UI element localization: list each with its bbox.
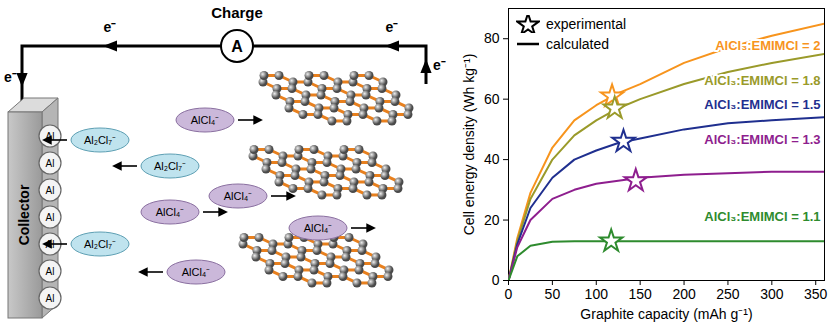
svg-text:AlCl₄⁻: AlCl₄⁻ [191, 114, 220, 126]
svg-text:0: 0 [505, 286, 513, 302]
svg-text:e⁻: e⁻ [433, 57, 446, 73]
svg-text:Al: Al [46, 185, 55, 196]
svg-text:250: 250 [716, 286, 740, 302]
svg-text:Al: Al [46, 158, 55, 169]
svg-text:AlCl₃:EMIMCl = 2: AlCl₃:EMIMCl = 2 [715, 38, 820, 53]
svg-text:Al: Al [45, 239, 55, 250]
svg-text:50: 50 [545, 286, 561, 302]
svg-text:Cell energy density (Wh kg⁻¹): Cell energy density (Wh kg⁻¹) [461, 54, 477, 236]
svg-text:0: 0 [492, 272, 500, 288]
svg-text:Al₂Cl₇⁻: Al₂Cl₇⁻ [154, 160, 186, 172]
svg-text:AlCl₄⁻: AlCl₄⁻ [304, 222, 333, 234]
svg-text:Al: Al [46, 266, 55, 277]
svg-text:AlCl₄⁻: AlCl₄⁻ [156, 206, 185, 218]
svg-text:e⁻: e⁻ [4, 69, 17, 85]
html-text:experimental: experimental [546, 16, 627, 32]
svg-text:Al: Al [45, 131, 55, 142]
svg-text:200: 200 [672, 286, 696, 302]
svg-text:AlCl₄⁻: AlCl₄⁻ [182, 266, 211, 278]
svg-text:AlCl₃:EMIMCl = 1.1: AlCl₃:EMIMCl = 1.1 [704, 209, 820, 224]
svg-text:A: A [231, 38, 243, 55]
svg-text:Al: Al [46, 212, 55, 223]
svg-text:60: 60 [484, 91, 500, 107]
svg-text:80: 80 [484, 30, 500, 46]
svg-text:150: 150 [628, 286, 652, 302]
svg-text:Charge: Charge [211, 4, 263, 21]
svg-text:100: 100 [585, 286, 609, 302]
svg-text:Graphite capacity (mAh g⁻¹): Graphite capacity (mAh g⁻¹) [580, 306, 752, 322]
svg-text:Al: Al [46, 293, 55, 304]
svg-text:AlCl₃:EMIMCl = 1.8: AlCl₃:EMIMCl = 1.8 [704, 73, 820, 88]
svg-text:e⁻: e⁻ [104, 19, 117, 35]
svg-text:Al₂Cl₇⁻: Al₂Cl₇⁻ [84, 134, 116, 146]
svg-text:300: 300 [760, 286, 784, 302]
svg-text:AlCl₃:EMIMCl = 1.5: AlCl₃:EMIMCl = 1.5 [704, 97, 820, 112]
svg-text:AlCl₄⁻: AlCl₄⁻ [224, 190, 253, 202]
svg-text:Collector: Collector [16, 184, 32, 245]
svg-text:20: 20 [484, 212, 500, 228]
svg-text:40: 40 [484, 151, 500, 167]
html-text:calculated: calculated [546, 36, 609, 52]
svg-text:e⁻: e⁻ [386, 19, 399, 35]
svg-text:Al₂Cl₇⁻: Al₂Cl₇⁻ [84, 238, 116, 250]
svg-text:350: 350 [804, 286, 828, 302]
svg-text:AlCl₃:EMIMCl = 1.3: AlCl₃:EMIMCl = 1.3 [704, 132, 820, 147]
